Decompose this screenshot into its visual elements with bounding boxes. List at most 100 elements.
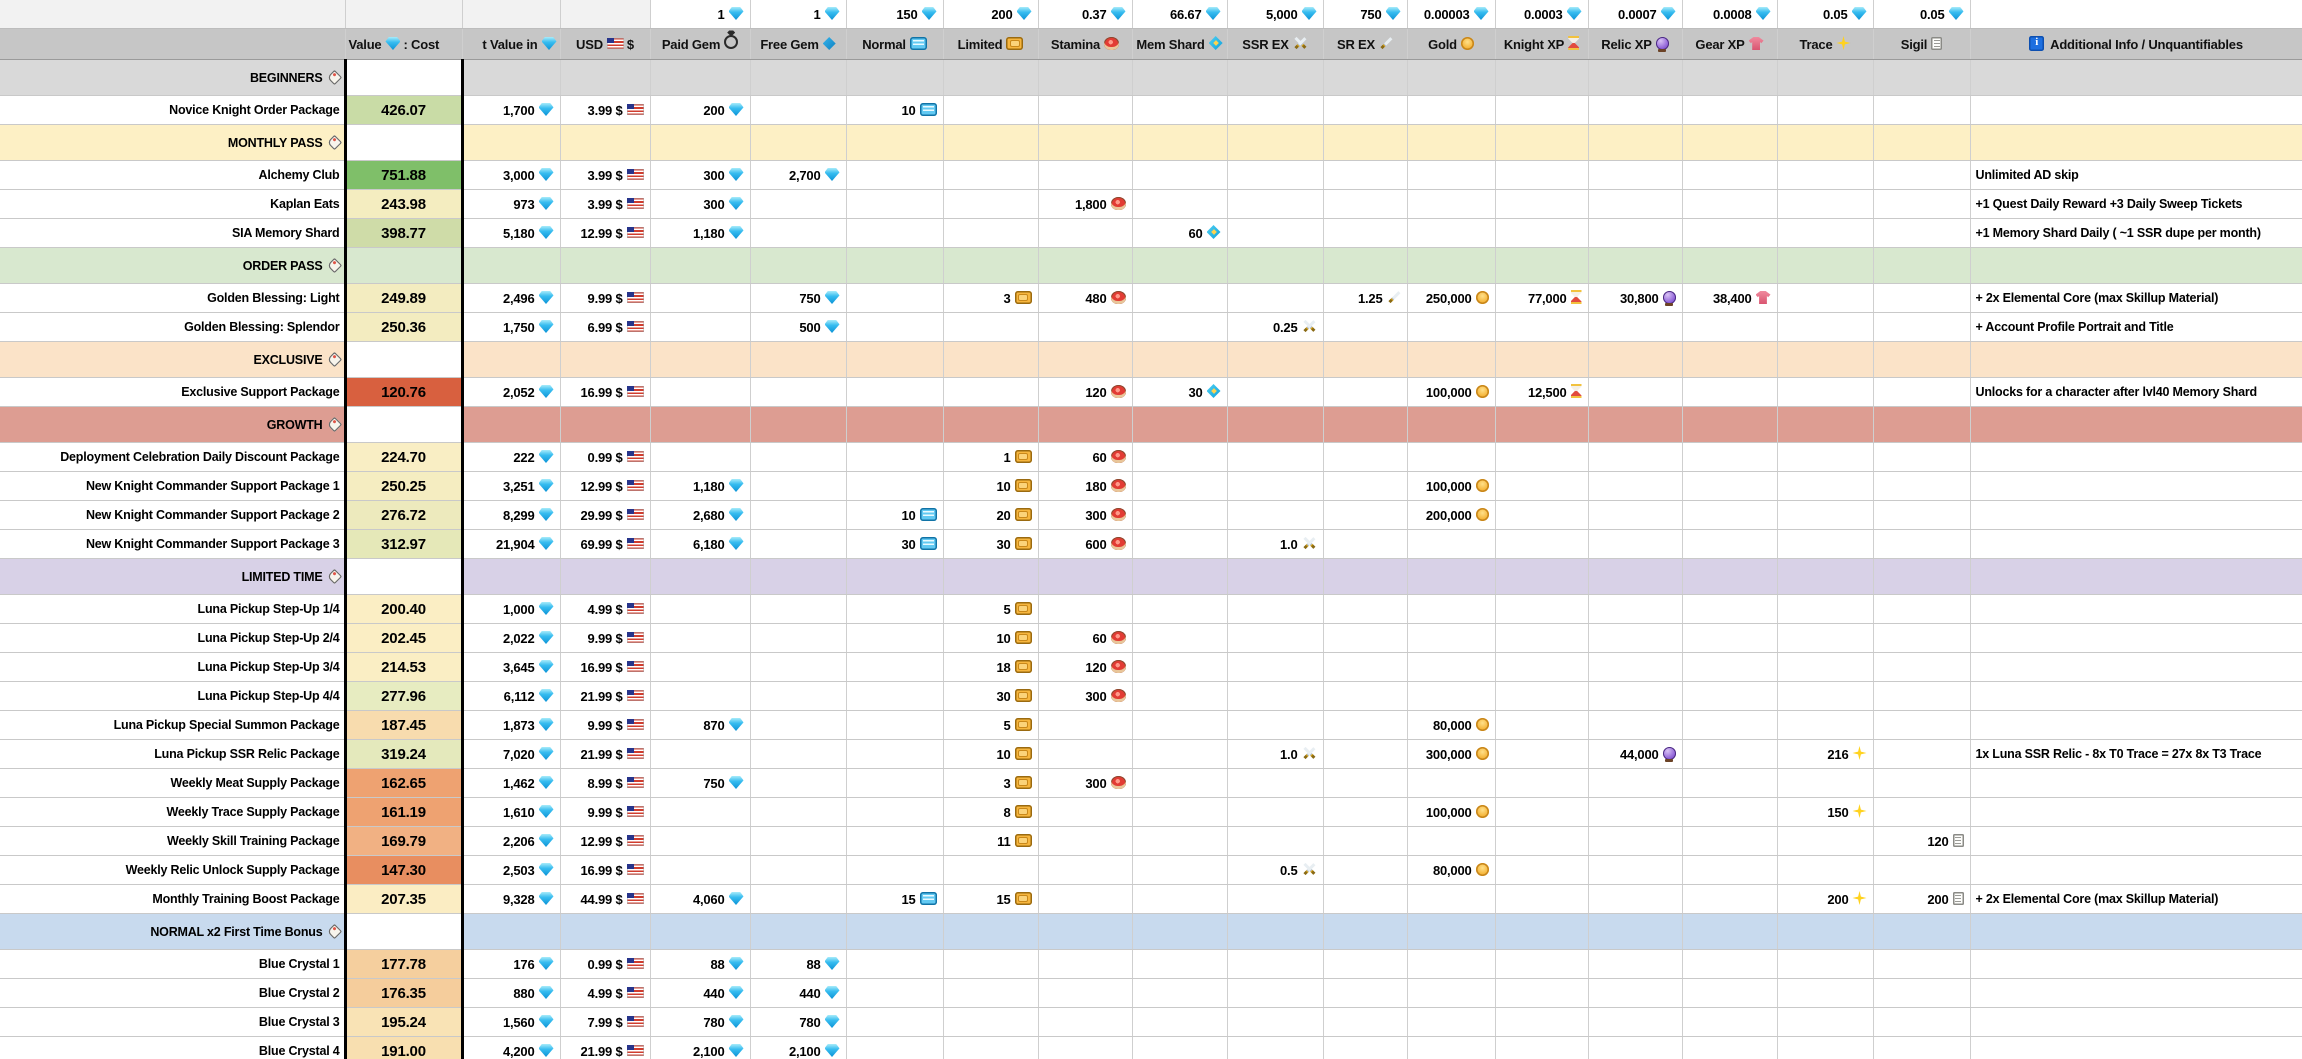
cell-mem_shard[interactable] <box>1132 1007 1228 1037</box>
cell-info[interactable] <box>1970 949 2302 979</box>
cell-label[interactable]: Monthly Training Boost Package <box>0 884 346 914</box>
section-cell-ssr_ex[interactable] <box>1227 558 1324 595</box>
cell-tot[interactable]: 2,496 <box>462 283 561 313</box>
cell-info[interactable] <box>1970 442 2302 472</box>
section-cell-label[interactable]: BEGINNERS <box>0 59 346 96</box>
cell-mem_shard[interactable] <box>1132 529 1228 559</box>
section-cell-gear_xp[interactable] <box>1682 406 1778 443</box>
cell-sigil[interactable]: 120 <box>1873 826 1971 856</box>
cell-mem_shard[interactable] <box>1132 189 1228 219</box>
cell-gold[interactable] <box>1407 623 1496 653</box>
cell-trace[interactable] <box>1777 949 1874 979</box>
cell-mem_shard[interactable] <box>1132 471 1228 501</box>
cell-gold[interactable]: 100,000 <box>1407 797 1496 827</box>
section-cell-tot[interactable] <box>462 341 561 378</box>
cell-limited[interactable] <box>943 189 1039 219</box>
cell-value[interactable]: 398.77 <box>343 218 464 248</box>
cell-label[interactable]: Kaplan Eats <box>0 189 346 219</box>
section-cell-usd[interactable] <box>560 59 651 96</box>
rate-cell-trace[interactable]: 0.05 <box>1777 0 1874 29</box>
cell-normal[interactable] <box>846 978 944 1008</box>
cell-usd[interactable]: 0.99 $ <box>560 949 651 979</box>
cell-sigil[interactable] <box>1873 218 1971 248</box>
section-cell-limited[interactable] <box>943 247 1039 284</box>
section-cell-paid_gem[interactable] <box>650 247 751 284</box>
cell-limited[interactable]: 10 <box>943 623 1039 653</box>
section-cell-knight_xp[interactable] <box>1495 59 1589 96</box>
rate-cell-stamina[interactable]: 0.37 <box>1038 0 1133 29</box>
cell-gold[interactable]: 80,000 <box>1407 710 1496 740</box>
cell-sr_ex[interactable] <box>1323 681 1408 711</box>
cell-sigil[interactable] <box>1873 623 1971 653</box>
cell-relic_xp[interactable]: 44,000 <box>1588 739 1683 769</box>
cell-trace[interactable] <box>1777 978 1874 1008</box>
cell-paid_gem[interactable]: 1,180 <box>650 471 751 501</box>
cell-label[interactable]: Blue Crystal 2 <box>0 978 346 1008</box>
cell-value[interactable]: 249.89 <box>343 283 464 313</box>
section-cell-tot[interactable] <box>462 406 561 443</box>
cell-usd[interactable]: 4.99 $ <box>560 594 651 624</box>
cell-gold[interactable]: 100,000 <box>1407 377 1496 407</box>
cell-trace[interactable] <box>1777 855 1874 885</box>
cell-relic_xp[interactable] <box>1588 594 1683 624</box>
cell-knight_xp[interactable] <box>1495 949 1589 979</box>
cell-sr_ex[interactable] <box>1323 652 1408 682</box>
cell-ssr_ex[interactable] <box>1227 623 1324 653</box>
cell-usd[interactable]: 9.99 $ <box>560 797 651 827</box>
cell-knight_xp[interactable] <box>1495 797 1589 827</box>
cell-info[interactable] <box>1970 1036 2302 1059</box>
cell-sigil[interactable] <box>1873 681 1971 711</box>
cell-ssr_ex[interactable] <box>1227 978 1324 1008</box>
cell-sr_ex[interactable] <box>1323 471 1408 501</box>
section-cell-free_gem[interactable] <box>750 341 847 378</box>
cell-trace[interactable]: 216 <box>1777 739 1874 769</box>
cell-usd[interactable]: 21.99 $ <box>560 739 651 769</box>
cell-usd[interactable]: 21.99 $ <box>560 1036 651 1059</box>
cell-gold[interactable] <box>1407 681 1496 711</box>
cell-normal[interactable] <box>846 739 944 769</box>
cell-info[interactable] <box>1970 1007 2302 1037</box>
cell-sr_ex[interactable] <box>1323 1036 1408 1059</box>
cell-gold[interactable] <box>1407 529 1496 559</box>
section-cell-gold[interactable] <box>1407 247 1496 284</box>
cell-relic_xp[interactable] <box>1588 652 1683 682</box>
cell-stamina[interactable] <box>1038 594 1133 624</box>
cell-tot[interactable]: 3,000 <box>462 160 561 190</box>
cell-trace[interactable] <box>1777 768 1874 798</box>
cell-stamina[interactable] <box>1038 884 1133 914</box>
cell-tot[interactable]: 2,503 <box>462 855 561 885</box>
cell-gold[interactable] <box>1407 312 1496 342</box>
cell-label[interactable]: Luna Pickup Step-Up 4/4 <box>0 681 346 711</box>
cell-free_gem[interactable] <box>750 442 847 472</box>
cell-gold[interactable] <box>1407 652 1496 682</box>
cell-sr_ex[interactable] <box>1323 884 1408 914</box>
cell-gold[interactable]: 80,000 <box>1407 855 1496 885</box>
cell-value[interactable]: 319.24 <box>343 739 464 769</box>
section-cell-usd[interactable] <box>560 406 651 443</box>
cell-sigil[interactable] <box>1873 95 1971 125</box>
section-cell-paid_gem[interactable] <box>650 913 751 950</box>
cell-ssr_ex[interactable]: 0.5 <box>1227 855 1324 885</box>
cell-relic_xp[interactable] <box>1588 529 1683 559</box>
cell-gold[interactable] <box>1407 218 1496 248</box>
cell-relic_xp[interactable] <box>1588 1036 1683 1059</box>
section-cell-sigil[interactable] <box>1873 913 1971 950</box>
section-cell-value[interactable] <box>343 247 464 284</box>
section-cell-sr_ex[interactable] <box>1323 558 1408 595</box>
cell-gold[interactable] <box>1407 884 1496 914</box>
cell-ssr_ex[interactable] <box>1227 471 1324 501</box>
cell-value[interactable]: 147.30 <box>343 855 464 885</box>
section-cell-sigil[interactable] <box>1873 558 1971 595</box>
cell-gear_xp[interactable] <box>1682 710 1778 740</box>
section-cell-label[interactable]: GROWTH <box>0 406 346 443</box>
column-header-gold[interactable]: Gold <box>1407 28 1496 60</box>
section-cell-ssr_ex[interactable] <box>1227 247 1324 284</box>
section-cell-normal[interactable] <box>846 558 944 595</box>
section-cell-tot[interactable] <box>462 124 561 161</box>
cell-label[interactable]: Blue Crystal 3 <box>0 1007 346 1037</box>
column-header-paid_gem[interactable]: Paid Gem <box>650 28 751 60</box>
cell-mem_shard[interactable] <box>1132 710 1228 740</box>
cell-label[interactable]: Luna Pickup Step-Up 3/4 <box>0 652 346 682</box>
cell-tot[interactable]: 1,873 <box>462 710 561 740</box>
cell-mem_shard[interactable] <box>1132 681 1228 711</box>
